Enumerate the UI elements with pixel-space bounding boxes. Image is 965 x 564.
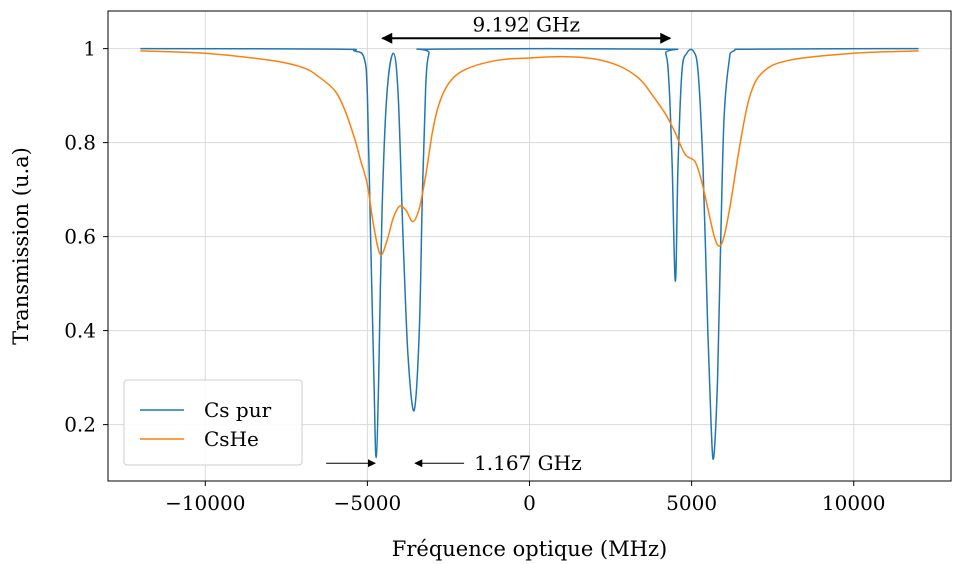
legend-label: Cs pur [204, 398, 272, 422]
y-tick-label: 0.8 [64, 131, 96, 155]
y-tick-label: 1 [83, 37, 96, 61]
x-tick-label: −10000 [165, 491, 245, 515]
span-arrow-label: 9.192 GHz [472, 12, 580, 36]
x-tick-label: 10000 [822, 491, 886, 515]
x-tick-label: −5000 [334, 491, 402, 515]
legend-box [123, 379, 303, 466]
x-tick-label: 5000 [666, 491, 717, 515]
legend: Cs pur CsHe [123, 379, 303, 466]
axis-ticks: −10000 −5000 0 5000 10000 0.2 0.4 0.6 0.8 1 [64, 37, 885, 515]
gap-arrow-label: 1.167 GHz [474, 451, 582, 475]
series-lines [140, 47, 919, 460]
x-tick-label: 0 [523, 491, 536, 515]
x-axis-title: Fréquence optique (MHz) [392, 537, 667, 561]
y-axis-title: Transmission (u.a) [9, 147, 33, 345]
y-tick-label: 0.6 [64, 225, 96, 249]
annotations: 9.192 GHz 1.167 GHz [326, 12, 672, 475]
series-line-1 [140, 47, 919, 460]
y-tick-label: 0.2 [64, 413, 96, 437]
legend-label: CsHe [204, 427, 259, 451]
series-line-2 [140, 50, 919, 256]
y-tick-label: 0.4 [64, 319, 96, 343]
